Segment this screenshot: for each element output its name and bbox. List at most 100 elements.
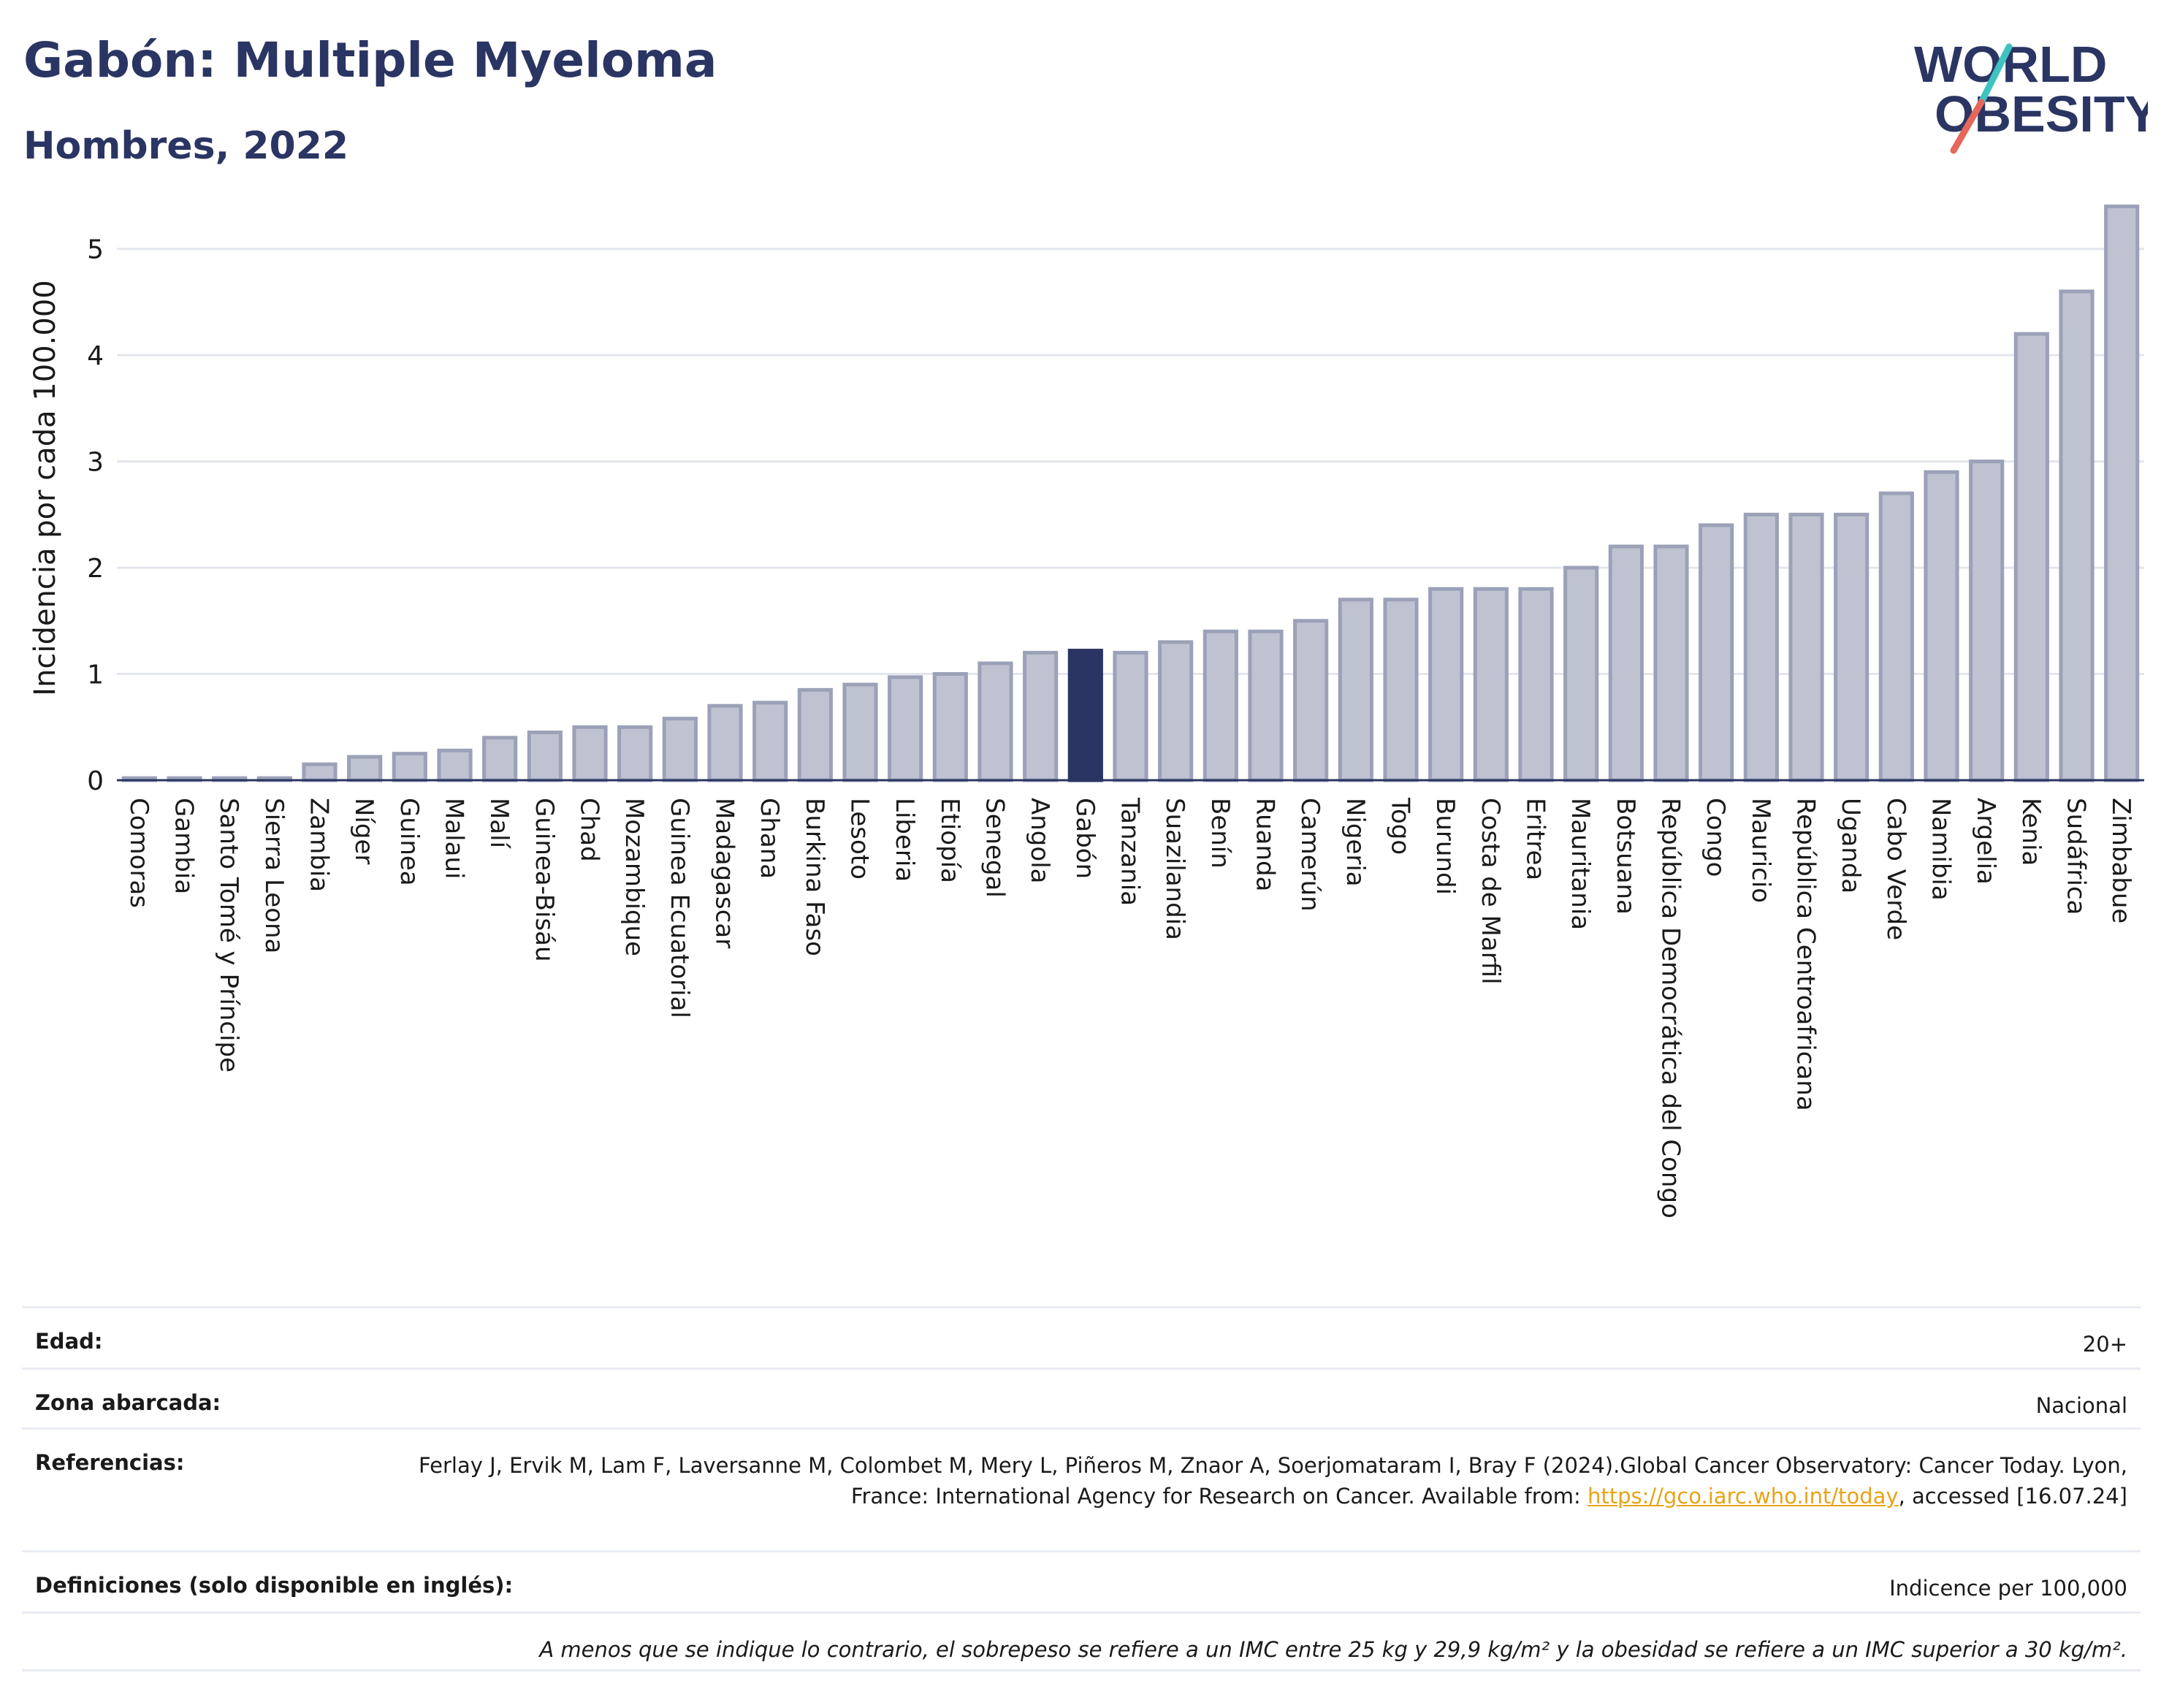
x-tick-label: Costa de Marfil <box>1476 798 1505 985</box>
x-tick-label: República Centroafricana <box>1791 798 1821 1111</box>
bar <box>752 701 788 782</box>
bar <box>932 672 968 782</box>
bar <box>617 725 653 782</box>
x-tick-label: República Democrática del Congo <box>1656 798 1685 1219</box>
x-tick-label: Liberia <box>890 798 919 882</box>
bar <box>1563 565 1599 782</box>
x-tick-label: Etiopía <box>935 798 964 883</box>
x-tick-label: Guinea-Bisáu <box>530 798 559 962</box>
meta-row-references: Referencias: Ferlay J, Ervik M, Lam F, L… <box>22 1427 2141 1550</box>
x-tick-label: Mauricio <box>1746 798 1775 903</box>
x-tick-label: Burundi <box>1430 798 1460 895</box>
x-tick-label: Togo <box>1386 797 1415 855</box>
bar <box>888 675 923 782</box>
x-tick-label: Gambia <box>169 798 199 894</box>
bar <box>1608 544 1644 782</box>
bar <box>347 755 383 782</box>
x-tick-label: Kenia <box>2016 798 2046 866</box>
bar <box>1969 460 2005 782</box>
bar <box>977 661 1013 782</box>
bar <box>527 731 563 782</box>
x-tick-label: Nigeria <box>1341 798 1370 887</box>
x-tick-label: Tanzania <box>1116 797 1145 906</box>
page-subtitle: Hombres, 2022 <box>23 124 349 168</box>
x-tick-label: Comoras <box>124 798 153 908</box>
references-text-2: , accessed [16.07.24] <box>1898 1484 2127 1509</box>
page-title: Gabón: Multiple Myeloma <box>23 32 717 88</box>
bar <box>1743 512 1779 782</box>
bar <box>1023 650 1059 782</box>
bar <box>1338 598 1373 782</box>
x-tick-label: Zimbabue <box>2106 798 2135 923</box>
bar <box>1653 544 1689 782</box>
x-tick-label: Guinea Ecuatorial <box>665 798 694 1018</box>
x-tick-label: Lesoto <box>845 798 874 880</box>
definitions-value: Indicence per 100,000 <box>1889 1576 2127 1601</box>
y-tick-label: 3 <box>87 448 104 478</box>
y-axis-label: Incidencia por cada 100.000 <box>28 280 62 696</box>
x-tick-label: Botsuana <box>1611 798 1640 915</box>
bar <box>797 687 833 782</box>
logo-slash-bottom <box>1950 99 1985 154</box>
logo-line-2: OBESITY <box>1935 85 2148 142</box>
definitions-label: Definiciones (solo disponible en inglés)… <box>35 1573 514 1598</box>
logo-slash-top <box>1978 43 2013 106</box>
x-tick-label: Namibia <box>1926 798 1956 901</box>
metadata-table: Edad: 20+ Zona abarcada: Nacional Refere… <box>22 1306 2141 1671</box>
bar <box>1788 512 1824 782</box>
y-tick-label: 0 <box>87 766 104 796</box>
x-tick-label: Sudáfrica <box>2062 798 2091 915</box>
x-tick-label: Mozambique <box>620 798 649 956</box>
x-tick-label: Madagascar <box>710 798 739 948</box>
references-label: Referencias: <box>35 1450 185 1475</box>
bar-highlight <box>1067 649 1103 782</box>
bar-chart: 0 1 2 3 4 5 Incidencia por cada 100.000 Comoras… <box>28 205 2144 1219</box>
bar <box>1248 629 1284 782</box>
bar <box>1293 619 1329 782</box>
x-tick-label: Sierra Leona <box>259 798 289 953</box>
bar <box>842 682 878 782</box>
x-tick-label: Cabo Verde <box>1881 798 1910 940</box>
bar <box>1383 598 1419 782</box>
bar <box>1924 470 1959 782</box>
footnote-text: A menos que se indique lo contrario, el … <box>539 1637 2127 1662</box>
references-link[interactable]: https://gco.iarc.who.int/today <box>1587 1484 1899 1509</box>
references-value: Ferlay J, Ervik M, Lam F, Laversanne M, … <box>389 1450 2127 1511</box>
bar <box>392 752 427 782</box>
x-tick-label: Ghana <box>755 798 784 879</box>
meta-row-age: Edad: 20+ <box>22 1306 2141 1368</box>
area-label: Zona abarcada: <box>35 1390 221 1415</box>
bar <box>662 717 698 782</box>
x-tick-label: Gabón <box>1070 798 1099 879</box>
bar <box>437 748 473 782</box>
bar <box>707 704 743 782</box>
x-tick-label: Benín <box>1205 798 1235 869</box>
bar <box>1699 523 1734 782</box>
x-tick-label: Eritrea <box>1521 798 1550 880</box>
y-tick-label: 5 <box>87 235 104 265</box>
x-tick-label: Malí <box>484 798 514 850</box>
x-tick-label: Suazilandia <box>1160 798 1189 940</box>
bar <box>1158 640 1194 782</box>
bar <box>1834 512 1870 782</box>
meta-row-area: Zona abarcada: Nacional <box>22 1368 2141 1427</box>
x-tick-label: Uganda <box>1836 798 1865 893</box>
bar <box>1878 491 1914 782</box>
x-tick-label: Guinea <box>395 798 424 886</box>
age-value: 20+ <box>2082 1332 2127 1357</box>
bar <box>2104 205 2140 782</box>
x-tick-label: Zambia <box>305 798 334 892</box>
references-text-1: Ferlay J, Ervik M, Lam F, Laversanne M, … <box>419 1453 2127 1509</box>
bar <box>1203 629 1238 782</box>
meta-row-definitions: Definiciones (solo disponible en inglés)… <box>22 1550 2141 1612</box>
x-tick-label: Santo Tomé y Príncipe <box>214 798 243 1072</box>
x-tick-label: Ruanda <box>1251 798 1280 891</box>
x-tick-label: Malaui <box>440 798 469 879</box>
bar <box>482 736 518 782</box>
x-tick-label: Senegal <box>980 798 1010 898</box>
x-tick-label: Angola <box>1025 798 1054 883</box>
bar <box>1473 587 1509 782</box>
x-tick-label: Camerún <box>1295 798 1325 912</box>
y-tick-label: 4 <box>87 341 104 371</box>
bar <box>2013 332 2049 782</box>
